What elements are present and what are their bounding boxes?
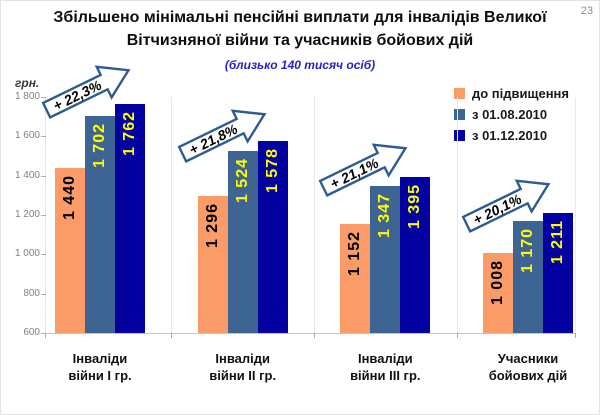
bar: 1 578 bbox=[257, 140, 288, 333]
bar: 1 440 bbox=[55, 167, 85, 333]
bar: 1 170 bbox=[513, 220, 543, 333]
growth-arrow: + 20,1% bbox=[461, 179, 551, 233]
y-axis-label: грн. bbox=[15, 76, 40, 90]
bar-value-label: 1 170 bbox=[519, 227, 536, 273]
category-label: Інваліди війни ІІ гр. bbox=[209, 351, 277, 383]
x-axis-baseline bbox=[45, 333, 575, 334]
y-tick-label: 1 800 bbox=[14, 91, 40, 102]
category-separator bbox=[456, 97, 458, 333]
legend-label: з 01.12.2010 bbox=[472, 128, 548, 143]
bar: 1 296 bbox=[197, 196, 228, 333]
y-tick-mark bbox=[41, 97, 46, 98]
legend-swatch bbox=[454, 109, 465, 120]
growth-arrow: + 21,8% bbox=[177, 109, 267, 164]
legend-label: до підвищення bbox=[472, 86, 569, 101]
x-axis-tick-mark bbox=[456, 333, 458, 338]
legend-item: до підвищення bbox=[454, 86, 569, 101]
x-axis-tick-mark bbox=[171, 333, 173, 338]
bar-value-label: 1 578 bbox=[263, 147, 281, 193]
legend-swatch bbox=[454, 130, 465, 141]
y-tick-mark bbox=[41, 215, 46, 216]
bar-value-label: 1 702 bbox=[91, 123, 108, 169]
category-label: Інваліди війни ІІІ гр. bbox=[350, 351, 421, 383]
legend-label: з 01.08.2010 bbox=[472, 107, 548, 122]
bar: 1 762 bbox=[115, 104, 145, 333]
bar-value-label: 1 524 bbox=[233, 158, 251, 204]
y-tick-label: 600 bbox=[23, 327, 40, 338]
bar: 1 211 bbox=[543, 212, 573, 333]
category-separator bbox=[171, 97, 173, 333]
bar: 1 152 bbox=[340, 224, 371, 333]
bar: 1 395 bbox=[400, 176, 431, 333]
bar-value-label: 1 440 bbox=[61, 174, 78, 220]
subtitle: (близько 140 тисяч осіб) bbox=[224, 58, 376, 72]
y-tick-label: 1 600 bbox=[14, 130, 40, 142]
y-tick-label: 1 000 bbox=[14, 248, 40, 260]
bar-value-label: 1 152 bbox=[346, 231, 364, 277]
growth-arrow: + 21,1% bbox=[318, 143, 408, 198]
page-number: 23 bbox=[580, 5, 593, 17]
arrow-shape bbox=[461, 179, 551, 233]
x-axis-tick-mark bbox=[314, 333, 315, 338]
y-tick-mark bbox=[41, 333, 46, 334]
bar-value-label: 1 008 bbox=[489, 259, 506, 305]
slide-title-line2: Вітчизняної війни та учасників бойових д… bbox=[126, 31, 474, 49]
legend-swatch bbox=[454, 88, 465, 99]
bar-value-label: 1 762 bbox=[121, 111, 138, 157]
bar: 1 702 bbox=[85, 116, 115, 333]
bar: 1 008 bbox=[483, 252, 513, 333]
arrow-shape bbox=[318, 143, 408, 198]
slide-title: Збільшено мінімальні пенсійні виплати дл… bbox=[30, 7, 570, 52]
y-tick-mark bbox=[41, 175, 46, 177]
bar-value-label: 1 395 bbox=[406, 183, 424, 229]
legend-item: з 01.12.2010 bbox=[454, 128, 569, 143]
y-tick-label: 800 bbox=[23, 287, 40, 299]
x-axis-tick-mark bbox=[575, 333, 576, 338]
y-tick-mark bbox=[41, 293, 46, 295]
category-separator bbox=[314, 97, 315, 333]
bar-value-label: 1 347 bbox=[376, 193, 394, 239]
growth-arrow: + 22,3% bbox=[41, 65, 131, 120]
category-label: Учасники бойових дій bbox=[488, 351, 568, 383]
bar-value-label: 1 211 bbox=[549, 219, 566, 264]
category-separator bbox=[575, 97, 576, 333]
legend: до підвищення з 01.08.2010 з 01.12.2010 bbox=[454, 86, 569, 149]
arrow-shape bbox=[41, 65, 131, 120]
x-axis-tick-mark bbox=[45, 333, 46, 338]
y-tick-label: 1 400 bbox=[14, 169, 40, 181]
category-label: Інваліди війни І гр. bbox=[68, 351, 132, 383]
y-tick-mark bbox=[41, 254, 46, 256]
bar: 1 524 bbox=[227, 151, 258, 333]
bar: 1 347 bbox=[370, 186, 401, 333]
arrow-shape bbox=[177, 109, 267, 164]
legend-item: з 01.08.2010 bbox=[454, 107, 569, 122]
y-tick-mark bbox=[41, 136, 46, 138]
slide-title-line1: Збільшено мінімальні пенсійні виплати дл… bbox=[53, 9, 547, 26]
y-tick-label: 1 200 bbox=[14, 209, 40, 220]
bar-value-label: 1 296 bbox=[203, 203, 221, 249]
